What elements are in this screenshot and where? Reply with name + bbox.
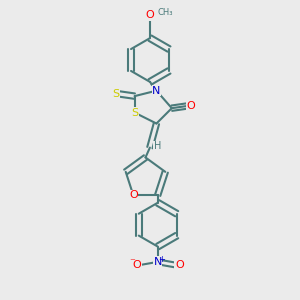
Text: H: H (154, 141, 161, 151)
Text: N: N (154, 257, 162, 267)
Text: S: S (113, 89, 120, 99)
Text: S: S (131, 108, 138, 118)
Text: O: O (146, 10, 154, 20)
Text: N: N (152, 86, 160, 96)
Text: ⁻: ⁻ (130, 257, 136, 267)
Text: O: O (175, 260, 184, 270)
Text: +: + (158, 255, 165, 264)
Text: O: O (129, 190, 138, 200)
Text: CH₃: CH₃ (158, 8, 173, 17)
Text: O: O (186, 101, 195, 111)
Text: O: O (132, 260, 141, 270)
